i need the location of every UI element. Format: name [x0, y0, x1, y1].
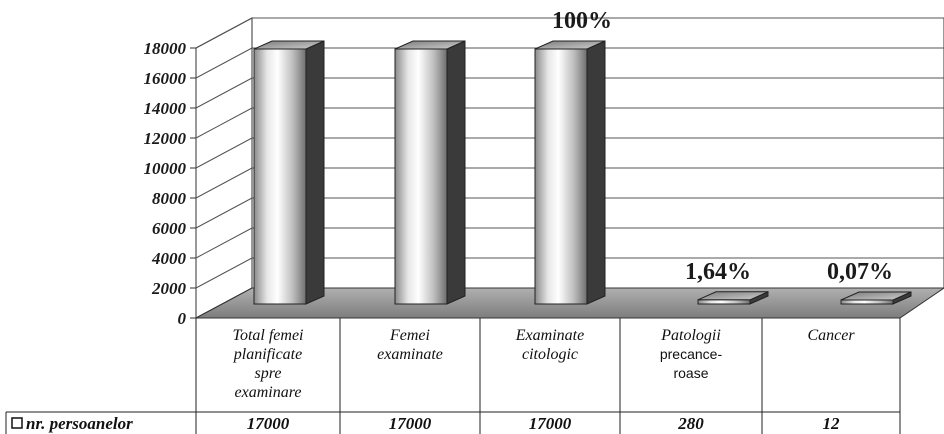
category-label: citologic [522, 346, 578, 363]
bar [840, 291, 912, 305]
legend-swatch [11, 417, 23, 429]
data-table: Total femei planificate spre examinare 17000… [5, 318, 901, 434]
category-label: examinate [377, 346, 443, 363]
category-label: examinare [235, 384, 302, 401]
percent-label: 0,07% [827, 259, 893, 285]
percent-label: 1,64% [685, 259, 751, 285]
y-tick-label: 10000 [144, 159, 187, 178]
y-axis: 0 2000 4000 6000 8000 10000 12000 14000 16000 180… [144, 39, 196, 328]
y-tick-label: 16000 [144, 69, 187, 88]
bar-top [697, 291, 769, 301]
bar [534, 40, 606, 305]
bar [697, 291, 769, 305]
y-tick-label: 14000 [144, 99, 187, 118]
bar-body [394, 48, 448, 305]
legend-label: nr. persoanelor [26, 414, 133, 433]
bar [394, 40, 466, 305]
category-label: spre [255, 365, 282, 382]
value-label: 17000 [529, 414, 572, 433]
category-label: planificate [233, 346, 302, 363]
value-label: 12 [823, 414, 841, 433]
bars [253, 40, 912, 305]
bar-top [394, 40, 466, 50]
gridline-side [195, 77, 253, 109]
y-tick-label: 8000 [152, 189, 187, 208]
category-label: Examinate [515, 327, 584, 344]
bar-side [305, 40, 325, 305]
gridline-side [195, 257, 253, 289]
percent-labels: 100% 1,64% 0,07% [552, 8, 893, 285]
category-label: Femei [389, 327, 430, 344]
gridline-side [195, 107, 253, 139]
y-tick-label: 6000 [152, 219, 187, 238]
gridline-side [195, 197, 253, 229]
gridline-side [195, 227, 253, 259]
bar-side [446, 40, 466, 305]
value-label: 17000 [247, 414, 290, 433]
gridline-side [195, 17, 253, 49]
y-tick-label: 2000 [151, 279, 187, 298]
bar [253, 40, 325, 305]
gridline-side [195, 167, 253, 199]
bar-body [534, 48, 588, 305]
y-tick-label: 18000 [144, 39, 187, 58]
value-label: 280 [677, 414, 704, 433]
gridline-side [195, 47, 253, 79]
bar-top [253, 40, 325, 50]
bar-top [534, 40, 606, 50]
bar-side [586, 40, 606, 305]
bar-top [840, 291, 912, 301]
bar-body [253, 48, 307, 305]
category-label: roase [673, 365, 708, 381]
gridline-side [195, 137, 253, 169]
value-label: 17000 [389, 414, 432, 433]
category-label: precance- [660, 346, 723, 362]
percent-label: 100% [552, 8, 612, 34]
bar-body [697, 299, 751, 305]
bar-body [840, 299, 894, 305]
y-tick-label: 4000 [151, 249, 187, 268]
y-tick-label: 12000 [144, 129, 187, 148]
category-label: Patologii [660, 327, 721, 344]
category-label: Total femei [233, 327, 304, 344]
category-label: Cancer [807, 327, 855, 344]
y-tick-label: 0 [178, 309, 187, 328]
